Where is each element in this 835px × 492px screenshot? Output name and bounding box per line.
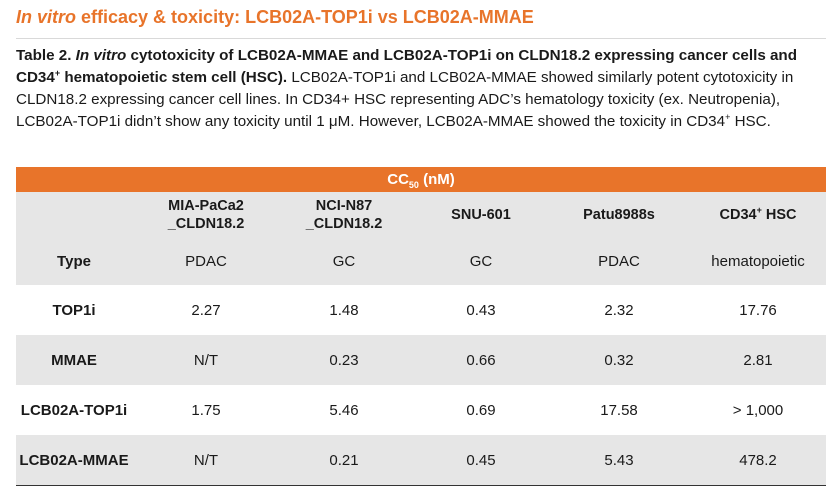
table-cell: 0.21 — [329, 451, 359, 469]
table-row: MMAE N/T 0.23 0.66 0.32 2.81 — [16, 335, 826, 385]
cc50-header-band: CC50 (nM) — [16, 167, 826, 192]
table-cell: 17.76 — [739, 301, 777, 319]
cc50-unit: (nM) — [418, 171, 455, 188]
table-cell: hematopoietic — [711, 252, 805, 270]
cc50-subscript: 50 — [408, 180, 419, 190]
column-header: CD34+ HSC — [719, 204, 797, 223]
table-cell: 0.66 — [466, 351, 496, 369]
table-caption: Table 2. In vitro cytotoxicity of LCB02A… — [16, 45, 826, 133]
column-header: Patu8988s — [583, 206, 655, 223]
table-cell: 0.23 — [329, 351, 359, 369]
row-label: Type — [57, 252, 91, 270]
table-cell: N/T — [193, 451, 219, 469]
column-header: NCI-N87 _CLDN18.2 — [305, 197, 383, 232]
table-cell: 0.45 — [466, 451, 496, 469]
caption-bold-sup: + — [54, 68, 61, 78]
row-label: MMAE — [51, 351, 97, 369]
table-bottom-rule — [16, 485, 826, 486]
table-cell: 2.32 — [604, 301, 634, 319]
table-cell: PDAC — [185, 252, 227, 270]
table-cell: 17.58 — [600, 401, 638, 419]
column-header: MIA-PaCa2 _CLDN18.2 — [167, 197, 245, 232]
table-cell: GC — [332, 252, 356, 270]
caption-body-sup: + — [725, 112, 731, 122]
table-cell: 5.43 — [604, 451, 634, 469]
table-row: LCB02A-MMAE N/T 0.21 0.45 5.43 478.2 — [16, 435, 826, 485]
table-cell: 2.27 — [191, 301, 221, 319]
title-italic: In vitro — [16, 7, 77, 27]
cytotoxicity-table: CC50 (nM) MIA-PaCa2 _CLDN18.2 NCI-N87 _CLD… — [16, 167, 826, 486]
row-label: TOP1i — [52, 301, 96, 319]
caption-bold-b: hematopoietic stem cell (HSC). — [60, 69, 288, 86]
table-cell: 478.2 — [739, 451, 777, 469]
caption-body-a: LCB02A-TOP1i and LCB02A-MMAE showed simi… — [16, 69, 794, 130]
table-row: Type PDAC GC GC PDAC hematopoietic — [16, 237, 826, 285]
table-cell: 0.69 — [466, 401, 496, 419]
cc50-label: CC — [387, 171, 409, 188]
table-row: TOP1i 2.27 1.48 0.43 2.32 17.76 — [16, 285, 826, 335]
title-rest: efficacy & toxicity: LCB02A-TOP1i vs LCB… — [76, 7, 534, 27]
section-title: In vitro efficacy & toxicity: LCB02A-TOP… — [16, 7, 534, 28]
row-label: LCB02A-TOP1i — [20, 401, 128, 419]
table-cell: > 1,000 — [732, 401, 784, 419]
table-cell: 0.43 — [466, 301, 496, 319]
table-cell: 2.81 — [743, 351, 773, 369]
row-label: LCB02A-MMAE — [19, 451, 129, 469]
column-header: SNU-601 — [451, 206, 511, 223]
table-row: LCB02A-TOP1i 1.75 5.46 0.69 17.58 > 1,00… — [16, 385, 826, 435]
table-cell: PDAC — [598, 252, 640, 270]
caption-body-b: HSC. — [730, 113, 771, 130]
table-cell: 5.46 — [329, 401, 359, 419]
caption-bold-italic: In vitro — [75, 47, 127, 64]
table-cell: 0.32 — [604, 351, 634, 369]
table-cell: 1.75 — [191, 401, 221, 419]
caption-label: Table 2. — [16, 47, 72, 64]
table-cell: GC — [469, 252, 493, 270]
table-cell: 1.48 — [329, 301, 359, 319]
column-header-row: MIA-PaCa2 _CLDN18.2 NCI-N87 _CLDN18.2 SNU-… — [16, 192, 826, 237]
table-cell: N/T — [193, 351, 219, 369]
caption-bold-a: cytotoxicity of LCB02A-MMAE and LCB02A-T… — [16, 47, 797, 86]
title-divider — [16, 38, 826, 39]
